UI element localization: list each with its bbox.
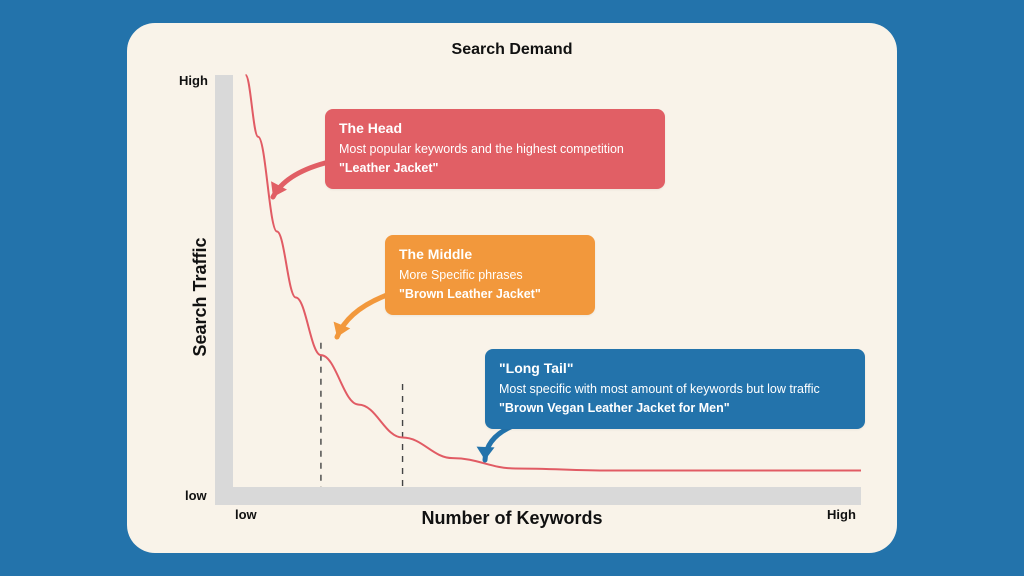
callout-head-example: "Leather Jacket" — [339, 160, 651, 177]
callout-tail-example: "Brown Vegan Leather Jacket for Men" — [499, 400, 851, 417]
y-axis-label: Search Traffic — [190, 237, 211, 356]
chart-card: Search Demand Search Traffic Number of K… — [127, 23, 897, 553]
y-tick-low: low — [185, 488, 207, 503]
x-axis-band — [215, 487, 861, 505]
callout-head: The Head Most popular keywords and the h… — [325, 109, 665, 189]
chart-area: Search Traffic Number of Keywords High l… — [155, 67, 869, 527]
arrow-tail-head — [477, 447, 495, 460]
x-tick-low: low — [235, 507, 257, 522]
callout-head-title: The Head — [339, 119, 651, 138]
x-axis-label: Number of Keywords — [421, 508, 602, 529]
callout-middle: The Middle More Specific phrases "Brown … — [385, 235, 595, 315]
callout-middle-desc: More Specific phrases — [399, 267, 581, 284]
callout-tail-desc: Most specific with most amount of keywor… — [499, 381, 851, 398]
callout-tail: "Long Tail" Most specific with most amou… — [485, 349, 865, 429]
callout-head-desc: Most popular keywords and the highest co… — [339, 141, 651, 158]
callout-middle-title: The Middle — [399, 245, 581, 264]
arrow-tail-shaft — [485, 425, 515, 460]
y-axis-band — [215, 75, 233, 505]
y-tick-high: High — [179, 73, 208, 88]
chart-title: Search Demand — [155, 41, 869, 59]
callout-middle-example: "Brown Leather Jacket" — [399, 286, 581, 303]
callout-tail-title: "Long Tail" — [499, 359, 851, 378]
x-tick-high: High — [827, 507, 856, 522]
